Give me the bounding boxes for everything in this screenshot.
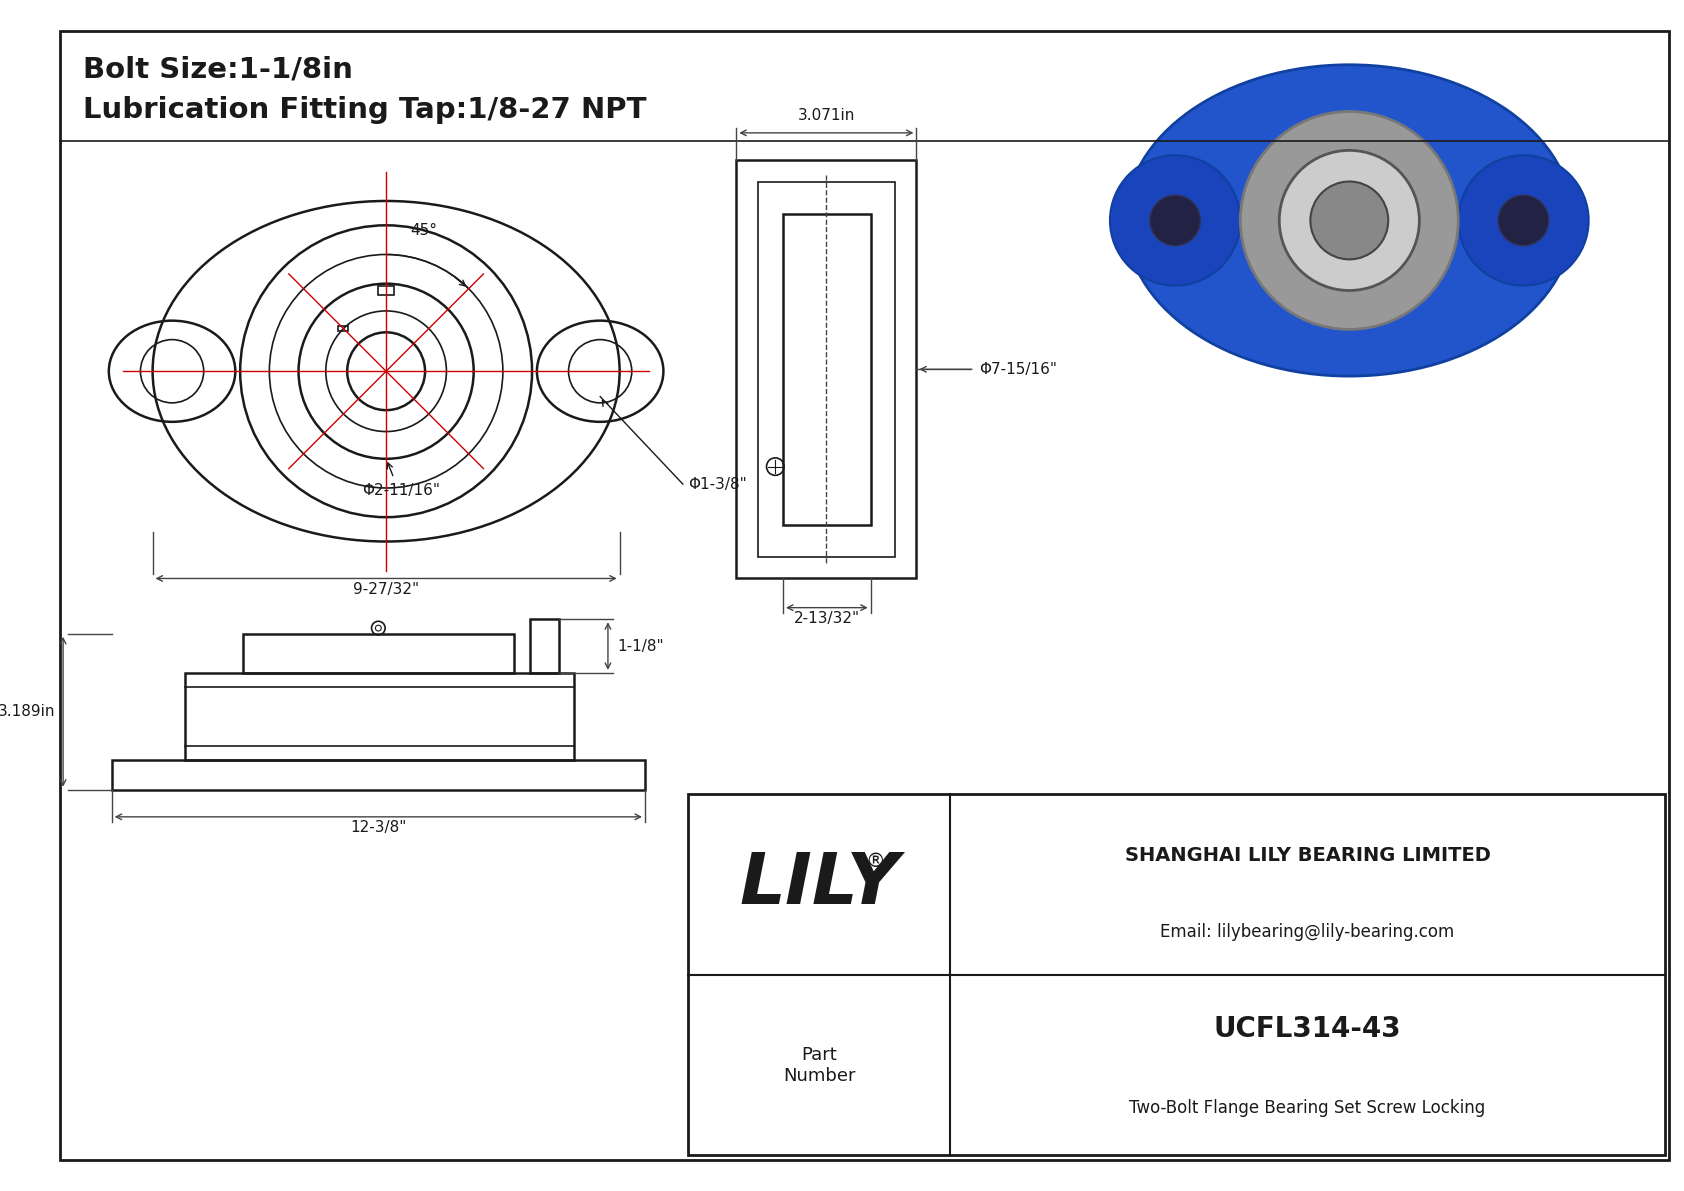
Text: Lubrication Fitting Tap:1/8-27 NPT: Lubrication Fitting Tap:1/8-27 NPT	[83, 96, 647, 124]
Circle shape	[1150, 195, 1201, 245]
Bar	[185, 673, 574, 760]
Bar	[530, 619, 559, 673]
Text: Bolt Size:1-1/8in: Bolt Size:1-1/8in	[83, 55, 352, 83]
Text: UCFL314-43: UCFL314-43	[1214, 1015, 1401, 1043]
Text: SHANGHAI LILY BEARING LIMITED: SHANGHAI LILY BEARING LIMITED	[1125, 847, 1490, 866]
Ellipse shape	[1125, 64, 1573, 376]
Text: 2-13/32": 2-13/32"	[793, 611, 861, 626]
Text: Part
Number: Part Number	[783, 1046, 855, 1085]
Text: 45°: 45°	[411, 223, 438, 238]
Text: 3.071in: 3.071in	[798, 108, 855, 123]
Ellipse shape	[1241, 112, 1458, 330]
Text: Email: lilybearing@lily-bearing.com: Email: lilybearing@lily-bearing.com	[1160, 923, 1455, 941]
Text: ®: ®	[866, 852, 886, 871]
Text: Φ2-11/16": Φ2-11/16"	[362, 484, 440, 498]
Bar	[338, 325, 349, 331]
Text: Φ1-3/8": Φ1-3/8"	[687, 476, 746, 492]
Bar	[242, 634, 514, 673]
Circle shape	[1458, 155, 1588, 286]
Bar	[736, 160, 916, 579]
Bar	[758, 181, 894, 557]
Text: LILY: LILY	[739, 850, 899, 919]
Bar	[783, 213, 871, 525]
Bar	[111, 760, 645, 790]
Text: 3.189in: 3.189in	[0, 704, 56, 719]
Text: 12-3/8": 12-3/8"	[350, 821, 406, 835]
Bar	[379, 286, 394, 295]
Ellipse shape	[1280, 150, 1420, 291]
Text: Φ7-15/16": Φ7-15/16"	[980, 362, 1058, 376]
Circle shape	[1499, 195, 1549, 245]
Text: 1-1/8": 1-1/8"	[618, 638, 663, 654]
Text: 9-27/32": 9-27/32"	[354, 582, 419, 597]
Bar	[687, 794, 1664, 1155]
Text: Two-Bolt Flange Bearing Set Screw Locking: Two-Bolt Flange Bearing Set Screw Lockin…	[1130, 1099, 1485, 1117]
Circle shape	[1110, 155, 1241, 286]
Ellipse shape	[1310, 181, 1388, 260]
